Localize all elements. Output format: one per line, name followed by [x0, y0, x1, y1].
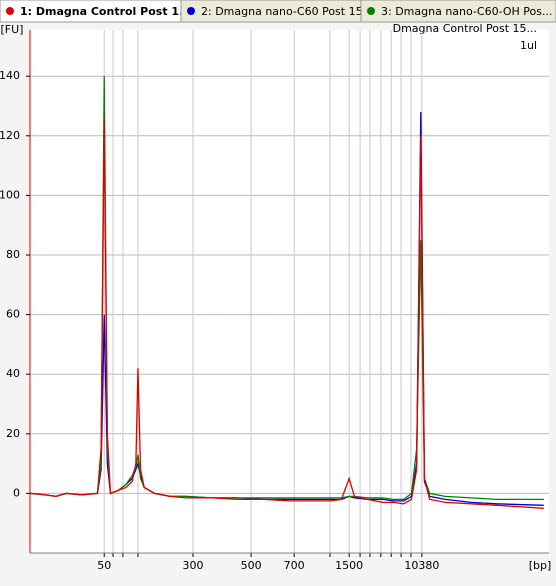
legend-label: 3: Dmagna nano-C60-OH Pos... — [381, 5, 552, 18]
y-tick-label: 80 — [6, 248, 20, 261]
y-tick-label: 20 — [6, 427, 20, 440]
plot-area — [30, 30, 549, 553]
x-tick-label: 300 — [182, 559, 203, 572]
y-tick-label: 0 — [13, 486, 20, 499]
tab[interactable] — [360, 0, 556, 23]
series-line — [29, 117, 544, 509]
x-axis-label: [bp] — [529, 559, 552, 572]
legend-marker — [367, 7, 375, 15]
x-tick-label: 10380 — [404, 559, 439, 572]
x-tick-label: 500 — [241, 559, 262, 572]
legend-label: 1: Dmagna Control Post 1... — [20, 5, 192, 18]
x-tick-label: 1500 — [335, 559, 363, 572]
legend-marker — [6, 7, 14, 15]
legend-label: 2: Dmagna nano-C60 Post 15 ... — [201, 5, 377, 18]
legend-marker — [187, 7, 195, 15]
y-tick-label: 100 — [0, 188, 20, 201]
y-tick-label: 60 — [6, 308, 20, 321]
plot-subtitle: 1ul — [520, 39, 537, 52]
x-tick-label: 700 — [284, 559, 305, 572]
plot-title: Dmagna Control Post 15... — [393, 22, 537, 35]
y-tick-label: 140 — [0, 69, 20, 82]
y-axis-label: [FU] — [1, 23, 24, 36]
x-tick-label: 50 — [97, 559, 111, 572]
y-tick-label: 120 — [0, 129, 20, 142]
y-tick-label: 40 — [6, 367, 20, 380]
